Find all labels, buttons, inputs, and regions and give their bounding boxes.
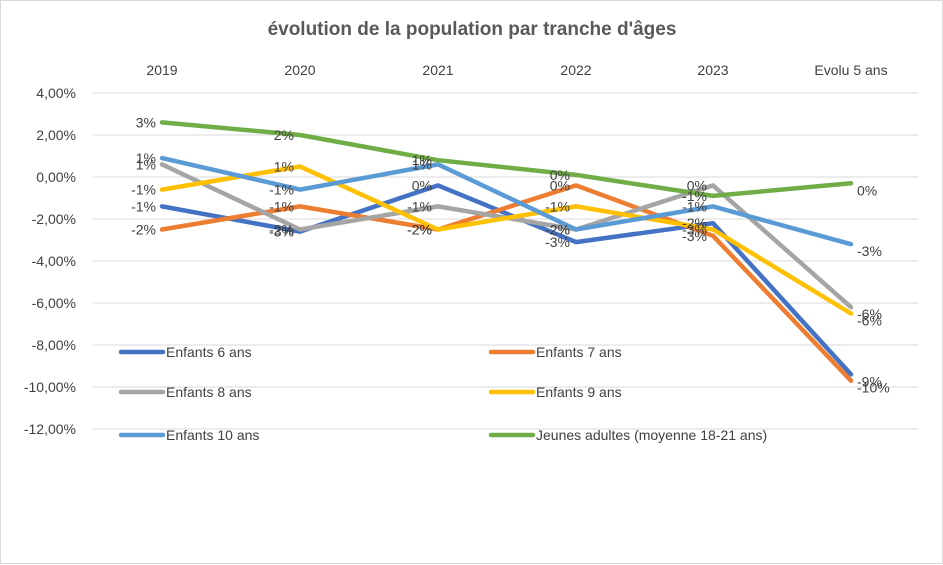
x-tick-label: 2021 — [422, 62, 453, 78]
y-tick-label: -2,00% — [32, 211, 76, 227]
legend-label: Jeunes adultes (moyenne 18-21 ans) — [536, 427, 767, 443]
data-label: -1% — [131, 182, 156, 198]
data-label: -1% — [545, 198, 570, 214]
y-tick-label: -4,00% — [32, 253, 76, 269]
gridlines — [93, 92, 918, 430]
y-tick-label: 4,00% — [36, 85, 76, 101]
data-label: -10% — [857, 380, 890, 396]
data-label: -2% — [131, 222, 156, 238]
data-label: 1% — [136, 150, 156, 166]
x-tick-label: 2022 — [560, 62, 591, 78]
legend-label: Enfants 8 ans — [166, 384, 252, 400]
series-line — [159, 183, 854, 377]
y-tick-label: -12,00% — [24, 421, 76, 437]
x-axis-ticks: 2019 2020 2021 2022 2023 Evolu 5 ans — [146, 62, 887, 78]
data-label: -1% — [131, 198, 156, 214]
x-tick-label: 2023 — [697, 62, 728, 78]
series-line — [159, 164, 854, 316]
legend-label: Enfants 6 ans — [166, 344, 252, 360]
data-label: 1% — [136, 156, 156, 172]
data-label: 0% — [857, 182, 877, 198]
data-label: -9% — [857, 373, 882, 389]
data-label: -3% — [682, 222, 707, 238]
y-axis-ticks: 4,00% 2,00% 0,00% -2,00% -4,00% -6,00% -8,00% -… — [24, 85, 76, 437]
data-label: 0% — [687, 177, 707, 193]
series-line — [159, 183, 854, 383]
data-label: -3% — [269, 224, 294, 240]
data-labels: -1%-3%0%-3%-2%-9%-2%-1%-2%0%-3%-10%1%-2%… — [131, 114, 890, 395]
data-label: 0% — [550, 167, 570, 183]
series-lines — [159, 120, 854, 383]
data-label: -3% — [857, 243, 882, 259]
y-tick-label: -8,00% — [32, 337, 76, 353]
data-label: -2% — [682, 215, 707, 231]
data-label: -6% — [857, 306, 882, 322]
data-label: -2% — [545, 222, 570, 238]
data-label: 1% — [412, 156, 432, 172]
data-label: 1% — [412, 152, 432, 168]
data-label: -1% — [269, 198, 294, 214]
data-label: -3% — [682, 228, 707, 244]
legend-label: Enfants 7 ans — [536, 344, 622, 360]
y-tick-label: -10,00% — [24, 379, 76, 395]
data-label: -2% — [407, 222, 432, 238]
series-line — [159, 155, 854, 247]
chart-title: évolution de la population par tranche d… — [268, 19, 677, 40]
x-tick-label: 2020 — [284, 62, 315, 78]
data-label: 2% — [274, 127, 294, 143]
x-tick-label: 2019 — [146, 62, 177, 78]
series-line — [159, 120, 854, 199]
series-line — [159, 162, 854, 310]
legend-label: Enfants 10 ans — [166, 427, 259, 443]
y-tick-label: 2,00% — [36, 127, 76, 143]
data-label: -2% — [545, 222, 570, 238]
data-label: 3% — [136, 114, 156, 130]
data-label: -1% — [682, 198, 707, 214]
data-label: -6% — [857, 313, 882, 329]
data-label: -2% — [407, 222, 432, 238]
x-tick-label: Evolu 5 ans — [814, 62, 887, 78]
y-tick-label: 0,00% — [36, 169, 76, 185]
data-label: 1% — [274, 159, 294, 175]
data-label: 0% — [550, 177, 570, 193]
data-label: -2% — [269, 222, 294, 238]
y-tick-label: -6,00% — [32, 295, 76, 311]
data-label: 0% — [412, 177, 432, 193]
data-label: -3% — [545, 234, 570, 250]
data-label: -1% — [682, 188, 707, 204]
data-label: -1% — [407, 198, 432, 214]
legend-label: Enfants 9 ans — [536, 384, 622, 400]
data-label: -1% — [269, 182, 294, 198]
legend: Enfants 6 ans Enfants 7 ans Enfants 8 ans E… — [118, 344, 767, 443]
